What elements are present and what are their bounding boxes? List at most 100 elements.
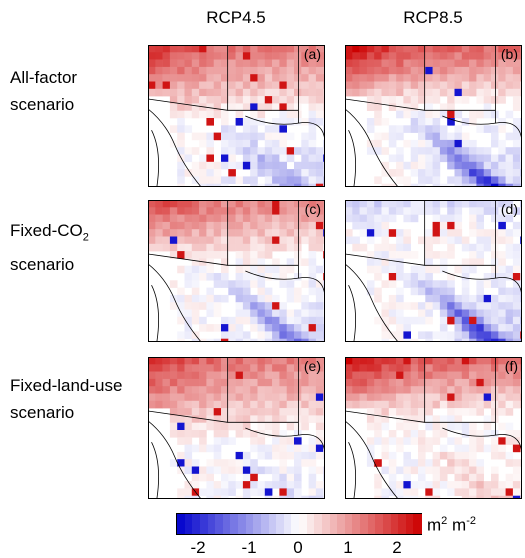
heatmap-cell: [308, 103, 317, 111]
heatmap-cell: [381, 66, 390, 75]
heatmap-cell: [410, 96, 419, 104]
heatmap-cell: [213, 444, 222, 453]
heatmap-cell: [228, 338, 236, 342]
heatmap-cell: [491, 66, 499, 75]
heatmap-cell: [148, 364, 156, 372]
panel-frame: [148, 45, 325, 187]
heatmap-cell: [148, 207, 156, 215]
heatmap-cell: [454, 88, 463, 97]
heatmap-cell: [264, 422, 273, 431]
heatmap-cell: [242, 81, 251, 90]
heatmap-cell: [461, 364, 470, 372]
heatmap-cell: [403, 243, 411, 252]
heatmap-cell: [425, 273, 433, 281]
heatmap-cell: [308, 207, 317, 215]
heatmap-cell: [388, 74, 397, 82]
heatmap-cell: [498, 81, 506, 90]
heatmap-cell: [410, 481, 419, 489]
heatmap-cell: [286, 488, 295, 496]
heatmap-cell: [199, 273, 207, 281]
heatmap-cell: [279, 324, 287, 332]
heatmap-cell: [169, 393, 178, 402]
heatmap-cell: [439, 236, 448, 245]
heatmap-cell: [148, 81, 156, 90]
heatmap-cell: [512, 371, 521, 380]
heatmap-cell: [505, 400, 514, 409]
heatmap-cell: [476, 287, 484, 296]
heatmap-cell: [410, 280, 419, 288]
heatmap-cell: [469, 357, 477, 365]
heatmap-cell: [439, 415, 448, 423]
heatmap-cell: [352, 400, 360, 409]
heatmap-cell: [374, 103, 382, 111]
heatmap-cell: [439, 473, 448, 482]
heatmap-cell: [418, 451, 426, 460]
heatmap-cell: [242, 466, 251, 475]
heatmap-cell: [374, 473, 382, 482]
heatmap-cell: [199, 139, 207, 148]
heatmap-cell: [512, 125, 521, 133]
heatmap-cell: [191, 59, 200, 68]
heatmap-cell: [294, 88, 302, 97]
heatmap-cell: [483, 125, 492, 133]
heatmap-cell: [345, 386, 353, 394]
heatmap-cell: [206, 45, 214, 53]
colorbar-segment: [390, 514, 399, 534]
colorbar-segment: [314, 514, 323, 534]
heatmap-cell: [512, 118, 521, 126]
heatmap-cell: [512, 251, 521, 259]
heatmap-cell: [257, 265, 266, 274]
heatmap-cell: [315, 81, 324, 90]
heatmap-cell: [250, 59, 258, 68]
heatmap-cell: [469, 251, 477, 259]
heatmap-cell: [366, 207, 375, 215]
heatmap-cell: [403, 451, 411, 460]
heatmap-cell: [374, 66, 382, 75]
heatmap-cell: [352, 236, 360, 245]
heatmap-cell: [396, 154, 404, 163]
heatmap-cell: [177, 74, 185, 82]
heatmap-cell: [177, 316, 185, 325]
heatmap-cell: [250, 207, 258, 215]
heatmap-cell: [279, 214, 287, 223]
heatmap-cell: [403, 273, 411, 281]
heatmap-cell: [228, 169, 236, 177]
heatmap-cell: [184, 169, 193, 177]
heatmap-cell: [366, 415, 375, 423]
heatmap-cell: [366, 422, 375, 431]
heatmap-cell: [498, 258, 506, 266]
heatmap-cell: [206, 273, 214, 281]
heatmap-cell: [374, 139, 382, 148]
panel-tag-c: (c): [304, 201, 321, 217]
heatmap-cell: [294, 408, 302, 416]
heatmap-cell: [425, 400, 433, 409]
heatmap-cell: [279, 147, 287, 155]
heatmap-cell: [177, 66, 185, 75]
heatmap-cell: [286, 265, 295, 274]
heatmap-cell: [250, 294, 258, 303]
heatmap-cell: [250, 236, 258, 245]
heatmap-cell: [469, 451, 477, 460]
heatmap-cell: [512, 103, 521, 111]
heatmap-cell: [410, 110, 419, 119]
heatmap-cell: [308, 96, 317, 104]
heatmap-cell: [505, 45, 514, 53]
heatmap-cell: [491, 444, 499, 453]
heatmap-cell: [432, 154, 441, 163]
heatmap-cell: [279, 357, 287, 365]
heatmap-cell: [381, 495, 390, 499]
heatmap-cell: [199, 378, 207, 387]
heatmap-cell: [272, 338, 280, 342]
heatmap-cell: [505, 386, 514, 394]
heatmap-cell: [228, 66, 236, 75]
heatmap-cell: [279, 265, 287, 274]
heatmap-cell: [388, 139, 397, 148]
heatmap-cell: [469, 110, 477, 119]
heatmap-cell: [279, 88, 287, 97]
heatmap-cell: [425, 45, 433, 53]
heatmap-cell: [381, 118, 390, 126]
heatmap-cell: [410, 154, 419, 163]
heatmap-cell: [432, 459, 441, 467]
heatmap-cell: [381, 415, 390, 423]
heatmap-cell: [242, 118, 251, 126]
